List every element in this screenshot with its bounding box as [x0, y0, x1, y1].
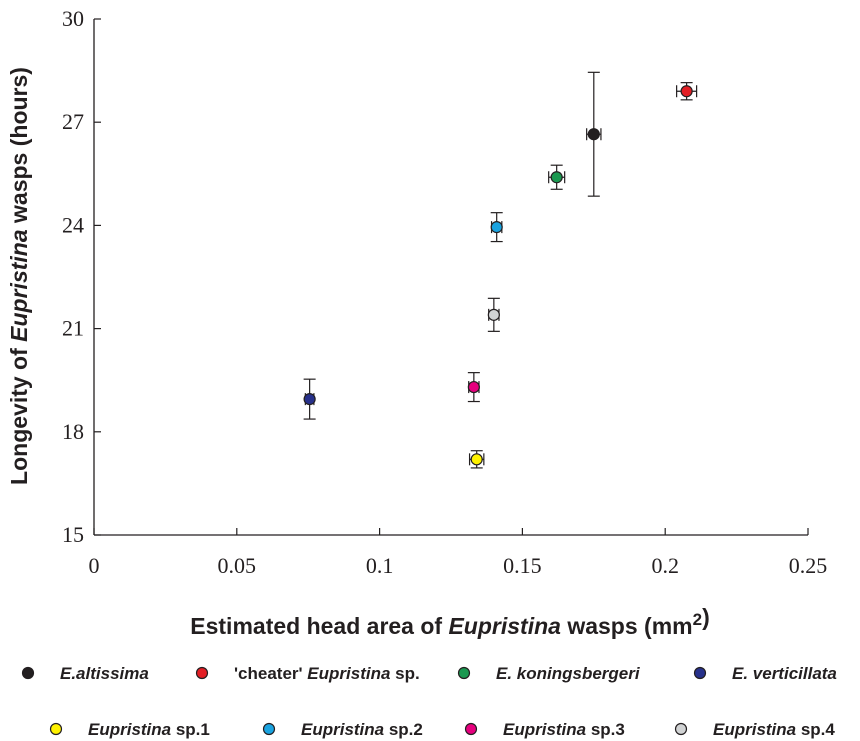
legend-label-part: Eupristina: [713, 720, 796, 739]
data-point: [587, 128, 600, 141]
x-axis-title-part: wasps (mm: [561, 613, 693, 639]
legend-marker: [457, 666, 471, 680]
legend-marker: [21, 666, 35, 680]
legend-item: E. verticillata: [693, 664, 837, 683]
x-axis-title-part: Estimated head area of: [190, 613, 448, 639]
x-tick-label: 0: [89, 553, 100, 578]
legend-label-part: E. verticillata: [732, 664, 837, 683]
data-point: [680, 85, 693, 98]
legend-marker: [674, 722, 688, 736]
legend-item: E. koningsbergeri: [457, 664, 641, 683]
x-axis-title-part: ): [702, 604, 710, 630]
data-point: [490, 221, 503, 234]
legend-label-part: sp.4: [796, 720, 835, 739]
x-axis-title-part: Eupristina: [448, 613, 561, 639]
x-tick-label: 0.1: [366, 553, 394, 578]
legend-item: Eupristina sp.1: [49, 720, 210, 739]
legend-marker: [262, 722, 276, 736]
legend-item: Eupristina sp.4: [674, 720, 835, 739]
legend-label-part: 'cheater': [234, 664, 307, 683]
data-point: [467, 380, 480, 394]
legend-marker: [693, 666, 707, 680]
x-axis-title: Estimated head area of Eupristina wasps …: [190, 604, 709, 639]
axes: 15 18 21 24 27 30 0 0.05 0.1 0.15 0.2 0.25: [62, 6, 827, 578]
legend-label: Eupristina sp.3: [503, 720, 625, 739]
data-point-group: [548, 164, 566, 190]
x-tick-label: 0.05: [218, 553, 257, 578]
legend-label-part: Eupristina: [88, 720, 171, 739]
y-axis-title-part: Eupristina: [6, 229, 32, 342]
data-point-group: [586, 71, 602, 197]
x-tick-label: 0.15: [503, 553, 542, 578]
data-point: [303, 393, 316, 406]
y-axis-title-part: wasps (hours): [6, 67, 32, 229]
legend-label-part: Eupristina: [503, 720, 586, 739]
legend-label: Eupristina sp.1: [88, 720, 210, 739]
data-point: [550, 171, 563, 184]
x-tick-label: 0.25: [789, 553, 828, 578]
legend-label-part: E.altissima: [60, 664, 149, 683]
legend-label: 'cheater' Eupristina sp.: [234, 664, 420, 683]
y-tick-label: 27: [62, 109, 84, 134]
legend-item: Eupristina sp.3: [464, 720, 625, 739]
legend-label: Eupristina sp.2: [301, 720, 423, 739]
legend-label-part: sp.1: [171, 720, 210, 739]
y-tick-label: 21: [62, 316, 84, 341]
legend-marker: [49, 722, 63, 736]
legend-label: Eupristina sp.4: [713, 720, 835, 739]
legend-marker: [464, 722, 478, 736]
legend-label: E. koningsbergeri: [496, 664, 641, 683]
data-point-group: [468, 450, 485, 469]
legend-item: Eupristina sp.2: [262, 720, 423, 739]
y-axis-title-part: Longevity of: [6, 342, 32, 485]
legend-label: E.altissima: [60, 664, 149, 683]
data-point-group: [490, 212, 503, 243]
y-tick-label: 15: [62, 522, 84, 547]
legend-label-part: sp.: [390, 664, 419, 683]
data-point-group: [487, 297, 500, 332]
legend-label-part: Eupristina: [301, 720, 384, 739]
y-tick-label: 24: [62, 212, 84, 237]
legend-item: 'cheater' Eupristina sp.: [195, 664, 420, 683]
data-marks: [303, 71, 698, 469]
data-point-group: [467, 372, 480, 403]
y-tick-label: 18: [62, 419, 84, 444]
data-point: [487, 308, 500, 321]
axis-titles: Estimated head area of Eupristina wasps …: [6, 67, 710, 639]
legend-label-part: Eupristina: [307, 664, 390, 683]
data-point-group: [303, 378, 316, 420]
legend-marker: [195, 666, 209, 680]
x-axis-title-part: 2: [693, 610, 702, 629]
y-tick-label: 30: [62, 6, 84, 31]
data-point: [470, 453, 483, 466]
legend-label-part: sp.2: [384, 720, 423, 739]
y-axis-title: Longevity of Eupristina wasps (hours): [6, 67, 32, 485]
x-tick-label: 0.2: [651, 553, 679, 578]
data-point-group: [676, 82, 698, 101]
legend-label-part: sp.3: [586, 720, 625, 739]
legend-item: E.altissima: [21, 664, 149, 683]
legend-label-part: E. koningsbergeri: [496, 664, 641, 683]
legend: E.altissima 'cheater' Eupristina sp. E. ko…: [21, 664, 837, 739]
legend-label: E. verticillata: [732, 664, 837, 683]
